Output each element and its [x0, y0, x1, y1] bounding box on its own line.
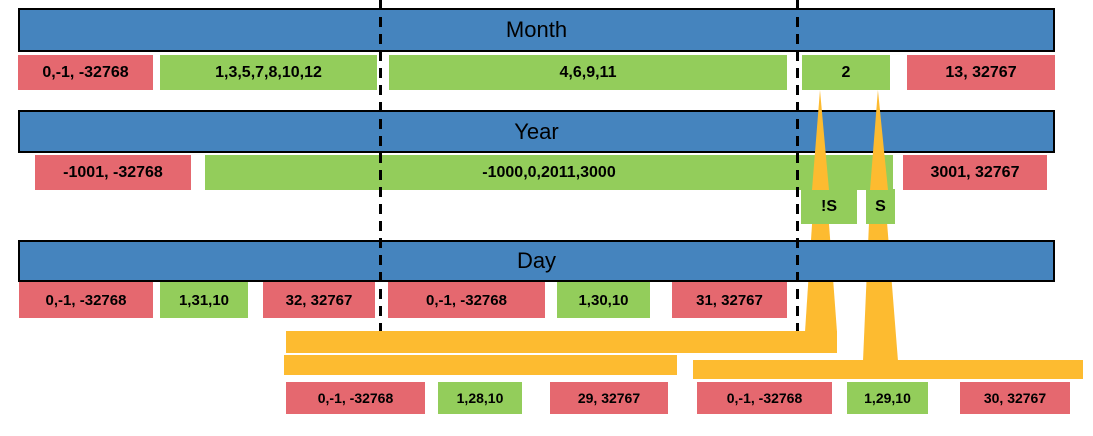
month-partition-30day-months: 4,6,9,11 [389, 55, 787, 90]
year-bar-title: Year [514, 118, 559, 144]
day-bar: Day [18, 240, 1055, 282]
feb-leap-partition-valid: 1,29,10 [847, 382, 928, 414]
year-partition-invalid-low: -1001, -32768 [35, 155, 191, 190]
leap-marker-not-leap: !S [801, 189, 857, 224]
day-bar-title: Day [516, 248, 557, 273]
february-track-nonleap [286, 331, 837, 353]
feb-leap-partition-invalid-high: 30, 32767 [960, 382, 1070, 414]
feb-leap-partition-invalid-low: 0,-1, -32768 [697, 382, 832, 414]
day30-partition-invalid-low: 0,-1, -32768 [388, 282, 545, 318]
dashed-divider-2 [796, 0, 799, 331]
day31-partition-invalid-low: 0,-1, -32768 [19, 282, 153, 318]
february-track-leap-right [693, 360, 1083, 379]
day30-partition-invalid-high: 31, 32767 [672, 282, 787, 318]
month-partition-invalid-high: 13, 32767 [907, 55, 1055, 90]
month-bar-title: Month [505, 17, 568, 42]
feb-nonleap-partition-invalid-high: 29, 32767 [550, 382, 668, 414]
feb-nonleap-partition-valid: 1,28,10 [438, 382, 522, 414]
dashed-divider-1 [379, 0, 382, 331]
february-track-leap-left [284, 355, 677, 375]
month-partition-february: 2 [802, 55, 890, 90]
day31-partition-valid: 1,31,10 [160, 282, 248, 318]
month-partition-invalid-low: 0,-1, -32768 [18, 55, 153, 90]
year-partition-invalid-high: 3001, 32767 [903, 155, 1047, 190]
month-partition-31day-months: 1,3,5,7,8,10,12 [160, 55, 377, 90]
month-bar: Month [18, 8, 1055, 52]
day31-partition-invalid-high: 32, 32767 [263, 282, 375, 318]
year-partition-valid: -1000,0,2011,3000 [205, 155, 893, 190]
year-bar: Year [18, 110, 1055, 153]
leap-marker-leap: S [866, 189, 895, 224]
day30-partition-valid: 1,30,10 [557, 282, 650, 318]
feb-nonleap-partition-invalid-low: 0,-1, -32768 [286, 382, 425, 414]
